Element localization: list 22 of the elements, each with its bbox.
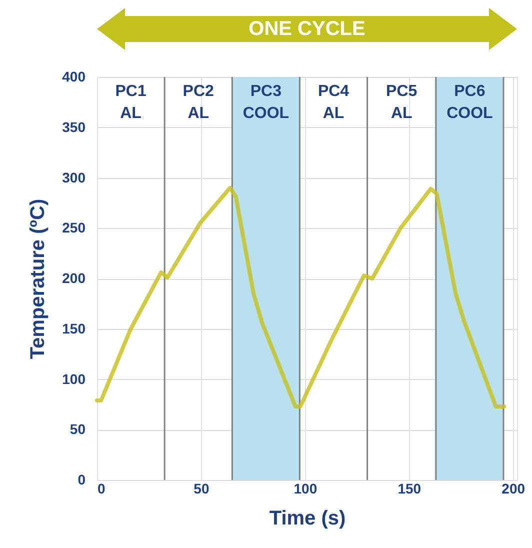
y-tick-label: 400 <box>62 68 86 84</box>
y-tick-label: 200 <box>62 270 86 286</box>
x-axis-title: Time (s) <box>269 508 346 530</box>
x-tick-label: 50 <box>194 480 210 496</box>
band-label: PC3 COOL <box>242 83 290 122</box>
x-tick-label: 100 <box>294 480 318 496</box>
band-label: PC6 COOL <box>446 83 494 122</box>
annotation: PC1 AL <box>115 83 146 122</box>
x-tick-label: 0 <box>98 480 106 496</box>
y-tick-label: 150 <box>62 320 86 336</box>
y-tick-label: 50 <box>70 421 86 438</box>
line-series <box>95 186 506 408</box>
y-tick-label: 250 <box>62 220 86 236</box>
annotation: PC4 AL <box>318 83 350 122</box>
x-tick-label: 150 <box>398 480 422 496</box>
annotation: PC2 AL <box>182 83 214 122</box>
annotation: PC5 AL <box>386 83 418 122</box>
y-tick-label: 300 <box>62 169 86 186</box>
y-axis-title: Temperature (ºC) <box>27 198 50 360</box>
y-tick-label: 350 <box>62 118 86 135</box>
x-tick-label: 200 <box>502 480 526 496</box>
y-tick-label: 100 <box>62 370 86 387</box>
